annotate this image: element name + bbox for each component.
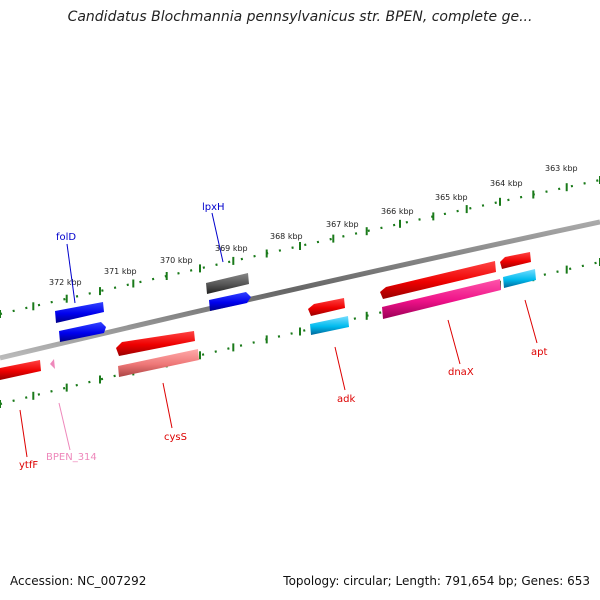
tick-label: 368 kbp [270,232,303,241]
gene-arrow [308,298,345,316]
gene-arrow [503,269,536,288]
gene-arrow [382,279,501,319]
gene-label-adk: adk [337,394,355,405]
tick-label: 367 kbp [326,220,359,229]
tick-label: 369 kbp [215,244,248,253]
gene-folD[interactable] [55,302,106,342]
callout-line [524,299,538,344]
genome-backbone [0,219,600,361]
tick-label: 365 kbp [435,193,468,202]
gene-arrow [206,273,249,294]
gene-arrow [380,261,496,299]
gene-ytfF[interactable] [0,360,41,380]
gene-arrow [0,360,41,380]
accession-text: Accession: NC_007292 [10,574,147,588]
callout-line [58,402,71,451]
topology-summary-text: Topology: circular; Length: 791,654 bp; … [283,574,590,588]
gene-adk[interactable] [308,298,349,335]
scale-labels: 363 kbp 364 kbp 365 kbp 366 kbp 367 kbp … [49,164,578,287]
gene-lpxH[interactable] [206,273,251,311]
gene-label-lpxH: lpxH [202,202,225,213]
gene-dnaX[interactable] [380,261,501,319]
tick-label: 370 kbp [160,256,193,265]
gene-arrow [500,252,531,269]
tick-label: 366 kbp [381,207,414,216]
callout-line [211,212,224,263]
gene-apt[interactable] [500,252,536,288]
gene-label-cysS: cysS [164,432,187,443]
callout-line [19,409,28,458]
gene-label-folD: folD [56,232,76,243]
gene-arrow [55,302,104,323]
gene-label-dnaX: dnaX [448,367,474,378]
tick-label: 363 kbp [545,164,578,173]
outer-major-ticks [0,176,600,318]
gene-cysS[interactable] [116,331,199,377]
tick-label: 371 kbp [104,267,137,276]
callout-line [162,382,173,429]
callout-line [66,243,76,304]
gene-label-BPEN_314: BPEN_314 [46,452,97,463]
callout-line [334,346,346,391]
tick-label: 372 kbp [49,278,82,287]
gene-arrow [118,349,199,377]
map-title: Candidatus Blochmannia pennsylvanicus st… [67,9,533,25]
gene-label-ytfF: ytfF [19,460,38,471]
callout-line [447,319,461,365]
gene-BPEN_314[interactable] [50,359,55,369]
gene-arrow [50,359,55,369]
gene-label-apt: apt [531,347,547,358]
tick-label: 364 kbp [490,179,523,188]
gene-arrow [209,292,251,311]
gene-arrow [59,322,106,342]
gene-arrow [116,331,195,356]
gene-arrow [310,316,349,335]
